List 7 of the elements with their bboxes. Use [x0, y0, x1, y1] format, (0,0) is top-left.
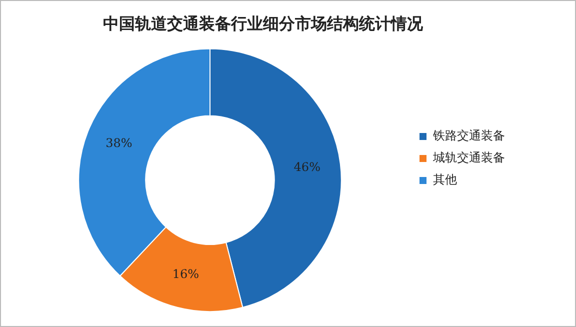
data-label: 38% — [106, 136, 132, 150]
data-label: 46% — [294, 160, 320, 174]
chart-title: 中国轨道交通装备行业细分市场结构统计情况 — [103, 14, 424, 33]
legend-label: 其他 — [433, 172, 457, 187]
legend-label: 城轨交通装备 — [432, 150, 505, 165]
data-label: 16% — [172, 267, 199, 282]
legend-label: 铁路交通装备 — [432, 128, 505, 143]
